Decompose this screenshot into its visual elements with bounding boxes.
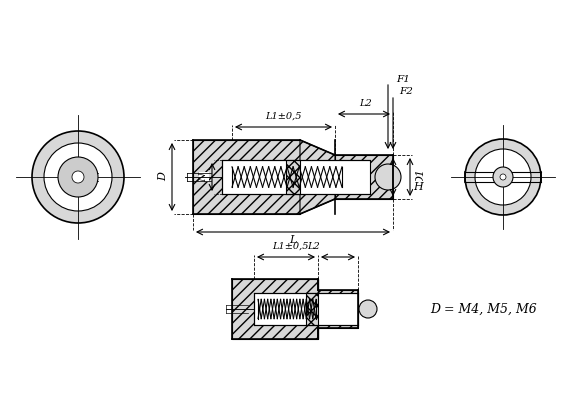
Bar bbox=[286, 160, 300, 194]
Circle shape bbox=[375, 164, 401, 190]
Text: D1: D1 bbox=[416, 169, 426, 185]
Bar bbox=[232, 279, 318, 339]
Text: L: L bbox=[289, 235, 297, 245]
Circle shape bbox=[32, 131, 124, 223]
Circle shape bbox=[465, 139, 541, 215]
Bar bbox=[193, 140, 300, 214]
Text: N: N bbox=[200, 172, 208, 181]
Text: L2: L2 bbox=[308, 242, 320, 251]
Text: F1: F1 bbox=[396, 75, 410, 83]
Bar bbox=[306, 293, 318, 325]
Bar bbox=[318, 290, 358, 328]
Text: F2: F2 bbox=[399, 87, 413, 96]
Text: L2: L2 bbox=[360, 99, 372, 108]
Text: L1±0,5: L1±0,5 bbox=[265, 112, 301, 121]
Text: L1±0,5: L1±0,5 bbox=[272, 242, 308, 251]
Polygon shape bbox=[300, 140, 335, 214]
Bar bbox=[254, 293, 358, 325]
Bar bbox=[222, 160, 370, 194]
Circle shape bbox=[72, 171, 84, 183]
Circle shape bbox=[44, 143, 112, 211]
Circle shape bbox=[475, 149, 531, 205]
Circle shape bbox=[493, 167, 513, 187]
Circle shape bbox=[58, 157, 98, 197]
Text: D: D bbox=[158, 173, 168, 181]
Text: H: H bbox=[413, 182, 423, 192]
Circle shape bbox=[500, 174, 506, 180]
Circle shape bbox=[359, 300, 377, 318]
Text: D = M4, M5, M6: D = M4, M5, M6 bbox=[430, 303, 537, 316]
Bar bbox=[335, 155, 393, 199]
